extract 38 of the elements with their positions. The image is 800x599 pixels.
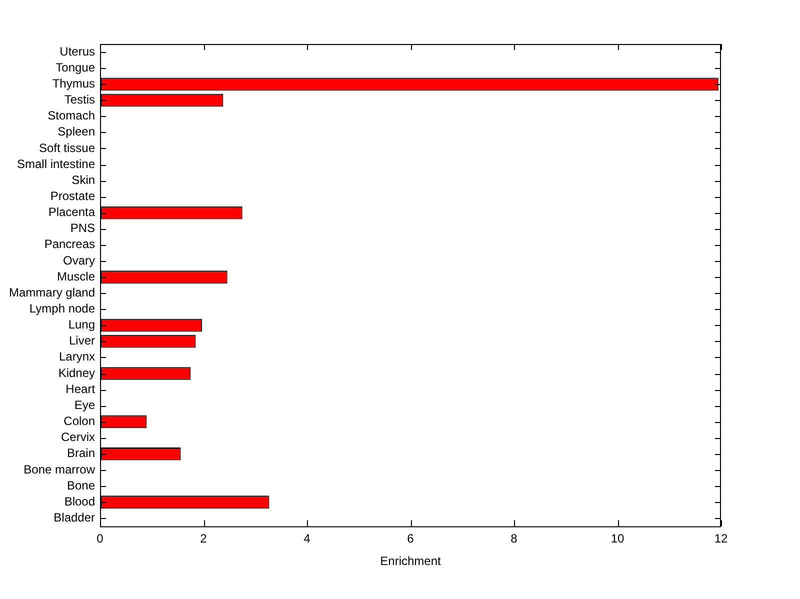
y-tick-label: Pancreas <box>44 237 96 252</box>
y-tick-label: Eye <box>74 398 96 412</box>
y-tick-label: Soft tissue <box>38 140 96 155</box>
y-tick-label: Placenta <box>48 205 96 220</box>
y-tick-label: Ovary <box>63 253 96 268</box>
x-axis-title: Enrichment <box>380 554 442 568</box>
y-tick-label: Mammary gland <box>8 285 96 300</box>
y-tick-label: Cervix <box>61 430 96 444</box>
y-tick-label: Heart <box>66 382 96 396</box>
y-tick-label: Small intestine <box>16 156 96 171</box>
x-tick-label: 6 <box>407 532 414 546</box>
y-tick-label: Blood <box>64 494 96 508</box>
y-tick-label: Bone marrow <box>24 462 96 476</box>
y-tick-label: Bladder <box>54 510 96 524</box>
y-tick-label: Lymph node <box>29 302 96 316</box>
y-tick-label: Larynx <box>58 350 96 364</box>
x-tick-label: 4 <box>304 532 311 546</box>
y-tick-label: Tongue <box>56 60 96 74</box>
y-tick-label: Skin <box>72 172 96 187</box>
y-tick-label: Uterus <box>60 44 96 58</box>
y-tick-label: Brain <box>67 446 96 460</box>
y-tick-label: Colon <box>64 414 96 428</box>
x-tick-label: 8 <box>510 532 518 546</box>
y-tick-label: PNS <box>70 221 96 236</box>
y-tick-label: Stomach <box>48 108 96 123</box>
y-tick-label: Lung <box>68 318 96 332</box>
y-tick-label: Muscle <box>57 269 96 284</box>
y-tick-label: Bone <box>66 478 96 492</box>
x-tick-label: 12 <box>714 532 728 546</box>
y-tick-label: Testis <box>64 92 96 107</box>
y-tick-label: Liver <box>69 334 96 348</box>
y-tick-label: Prostate <box>50 189 96 204</box>
y-tick-label: Spleen <box>58 124 96 139</box>
x-tick-label: 0 <box>96 532 104 546</box>
x-tick-label: 2 <box>200 532 208 546</box>
x-tick-label: 10 <box>610 532 624 546</box>
y-tick-label: Kidney <box>58 366 96 380</box>
y-tick-label: Thymus <box>52 76 96 90</box>
